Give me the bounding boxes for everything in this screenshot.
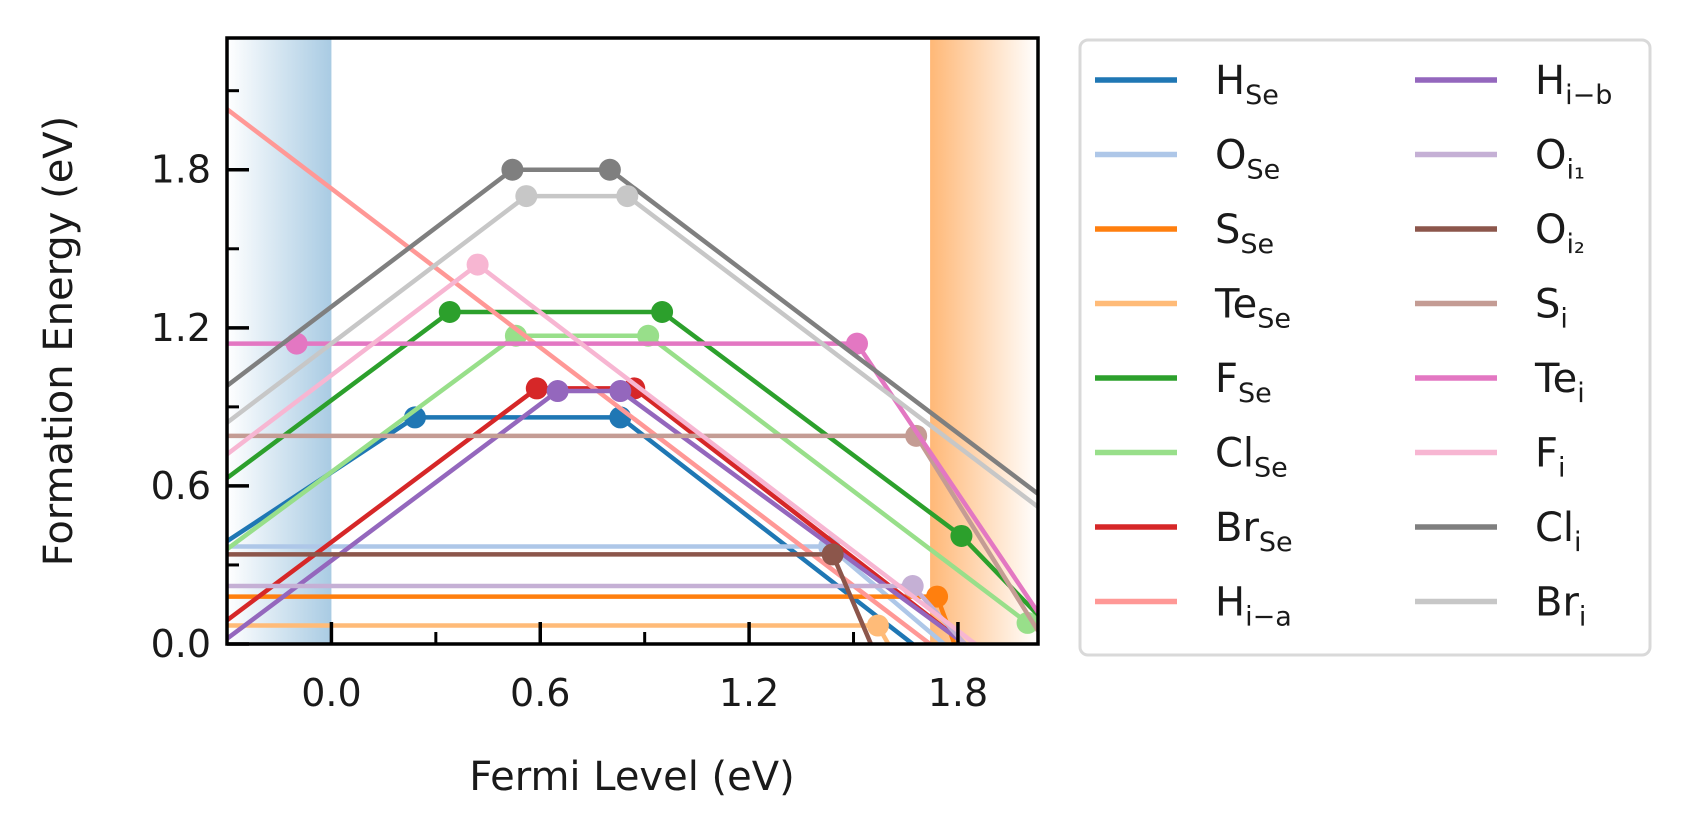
- series-13: [227, 253, 977, 644]
- legend: HSeOSeSSeTeSeFSeClSeBrSeHi−aHi−bOi₁Oi₂Si…: [1078, 38, 1652, 657]
- series-marker: [515, 185, 538, 208]
- series-marker: [651, 301, 674, 324]
- legend-items: HSeOSeSSeTeSeFSeClSeBrSeHi−aHi−bOi₁Oi₂Si…: [1095, 58, 1612, 633]
- x-tick-label: 1.8: [928, 671, 988, 715]
- valence-band: [227, 38, 332, 644]
- conduction-band: [930, 38, 1038, 644]
- series-marker: [1016, 611, 1038, 634]
- series-marker: [598, 158, 621, 181]
- legend-label: Bri: [1535, 580, 1586, 633]
- plot-frame: [225, 36, 1040, 646]
- y-tick-label: 1.8: [151, 148, 211, 192]
- series-10: [227, 543, 873, 644]
- series-marker: [438, 301, 461, 324]
- legend-frame: [1078, 38, 1652, 657]
- legend-entry: Cli: [1415, 505, 1582, 558]
- series-marker: [866, 614, 889, 637]
- y-tick-label: 0.6: [151, 464, 211, 508]
- x-tick-label: 0.0: [301, 671, 361, 715]
- series-line: [227, 167, 1038, 496]
- x-axis-label: Fermi Level (eV): [469, 754, 794, 800]
- series-marker: [525, 377, 548, 400]
- series-marker: [616, 185, 639, 208]
- y-ticks: 0.0 0.6 1.2 1.8: [151, 89, 249, 666]
- series-12: [227, 332, 1038, 614]
- series-2: [227, 585, 957, 644]
- series-marker: [637, 324, 660, 347]
- series-4: [227, 301, 1038, 617]
- series-marker: [285, 332, 308, 355]
- series-marker: [821, 543, 844, 566]
- series-line: [227, 193, 1038, 509]
- series-line: [227, 594, 957, 644]
- series-marker: [501, 158, 524, 181]
- x-tick-label: 1.2: [719, 671, 779, 715]
- series-14: [227, 158, 1038, 496]
- series-line: [227, 386, 967, 644]
- legend-label: Cli: [1535, 505, 1582, 558]
- series-15: [227, 185, 1038, 509]
- legend-entry: Tei: [1415, 356, 1585, 409]
- series-8: [227, 380, 967, 644]
- series-5: [227, 324, 1038, 634]
- x-tick-label: 0.6: [510, 671, 570, 715]
- plot-area: 0.0 0.6 1.2 1.8 0.0 0.6 1.2 1.8: [151, 36, 1040, 715]
- legend-label: Tei: [1534, 356, 1585, 409]
- series-marker: [950, 524, 973, 547]
- series-marker: [504, 324, 527, 347]
- series-3: [227, 614, 891, 644]
- series-marker: [466, 253, 489, 276]
- y-tick-label: 0.0: [151, 622, 211, 666]
- series-line: [227, 388, 967, 644]
- legend-entry: Bri: [1415, 580, 1586, 633]
- y-axis-label: Formation Energy (eV): [36, 116, 82, 567]
- band-regions: [227, 38, 1038, 644]
- series-marker: [546, 380, 569, 403]
- series-marker: [846, 332, 869, 355]
- series-marker: [609, 380, 632, 403]
- x-ticks: 0.0 0.6 1.2 1.8: [301, 622, 988, 715]
- series-marker: [926, 585, 949, 608]
- y-tick-label: 1.2: [151, 306, 211, 350]
- series-layer: [227, 107, 1038, 644]
